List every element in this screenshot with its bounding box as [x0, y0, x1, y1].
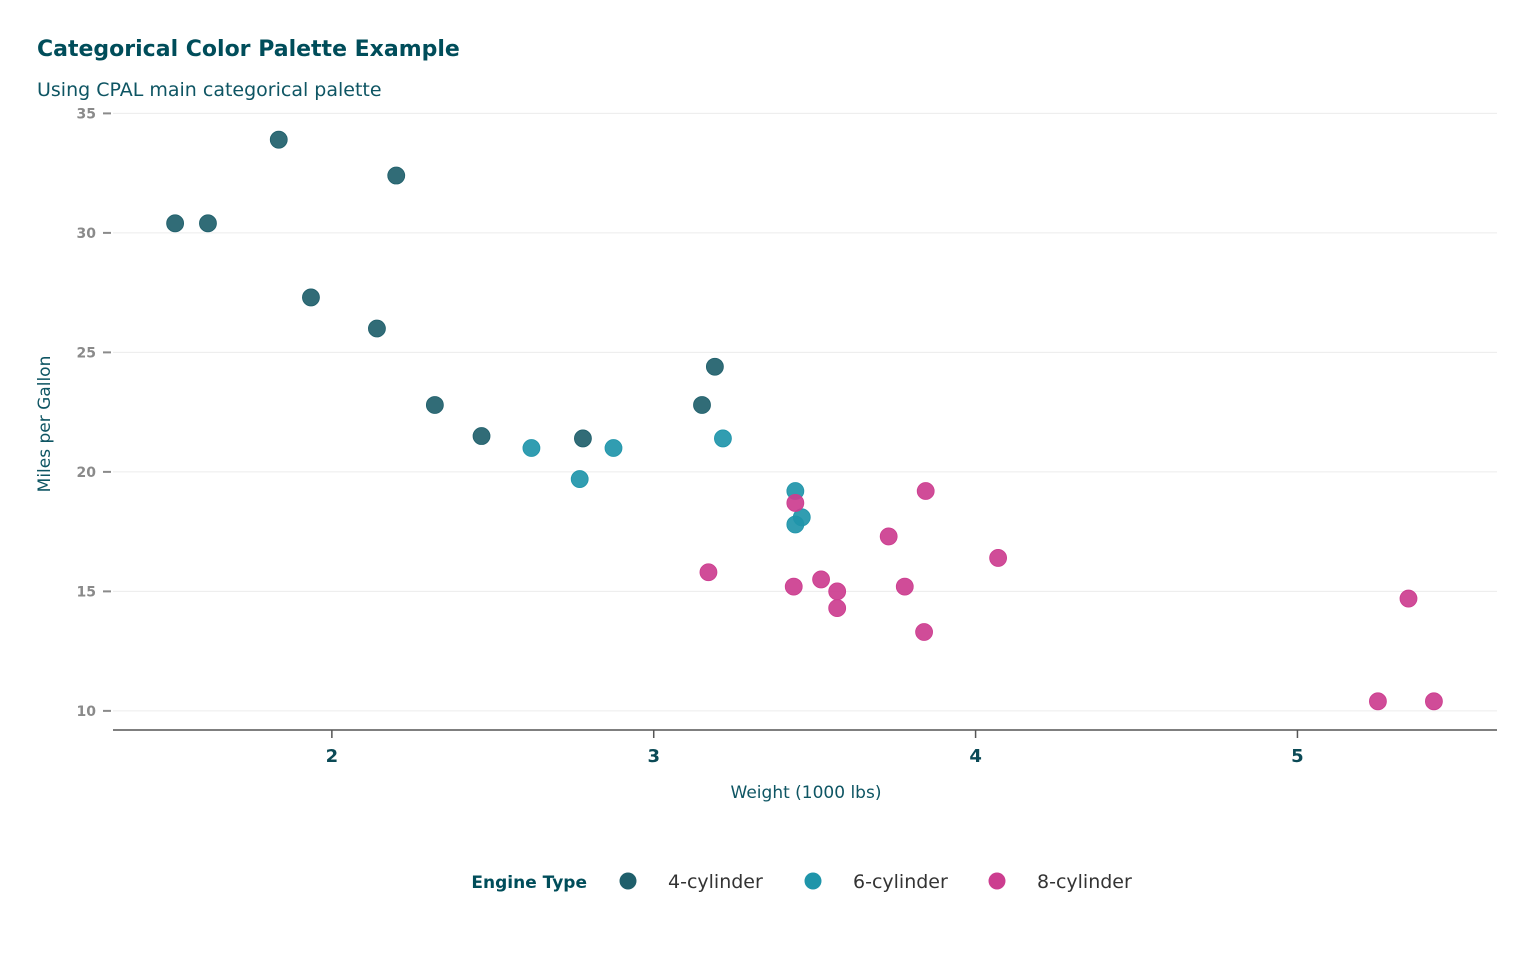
data-point-8-cylinder [828, 599, 847, 618]
legend-marker-8-cylinder [988, 872, 1006, 890]
data-point-8-cylinder [1369, 692, 1387, 711]
legend-marker-4-cylinder [619, 872, 637, 890]
y-tick-label: 10 [77, 704, 97, 720]
legend-label: 4-cylinder [668, 871, 763, 893]
data-point-8-cylinder [786, 494, 805, 512]
x-tick-label: 3 [647, 746, 660, 767]
data-point-4-cylinder [302, 288, 320, 307]
x-tick-label: 5 [1291, 746, 1304, 767]
legend-label: 6-cylinder [853, 871, 948, 893]
data-point-6-cylinder [714, 429, 732, 448]
legend-title: Engine Type [471, 873, 587, 893]
x-tick-label: 2 [326, 746, 339, 767]
y-tick-label: 25 [77, 345, 96, 361]
data-point-8-cylinder [915, 623, 933, 641]
data-point-6-cylinder [786, 515, 805, 534]
x-tick-label: 4 [969, 746, 982, 767]
data-point-8-cylinder [699, 563, 718, 582]
data-point-6-cylinder [604, 439, 623, 457]
data-point-8-cylinder [916, 482, 935, 500]
data-point-8-cylinder [989, 549, 1008, 567]
legend-label: 8-cylinder [1037, 871, 1132, 893]
y-tick-label: 35 [77, 106, 96, 122]
data-point-4-cylinder [705, 357, 724, 376]
data-point-4-cylinder [368, 319, 386, 338]
data-point-6-cylinder [570, 470, 589, 488]
data-point-4-cylinder [472, 427, 491, 445]
y-axis-title: Miles per Gallon [35, 356, 55, 493]
data-point-8-cylinder [895, 577, 914, 596]
data-point-4-cylinder [199, 214, 217, 233]
legend-marker-6-cylinder [804, 872, 822, 890]
data-point-8-cylinder [1425, 692, 1443, 711]
data-point-8-cylinder [1399, 589, 1418, 608]
data-point-8-cylinder [784, 577, 803, 596]
data-point-8-cylinder [812, 570, 830, 589]
data-point-6-cylinder [522, 439, 541, 457]
chart-title: Categorical Color Palette Example [37, 37, 460, 62]
legend: Engine Type 4-cylinder 6-cylinder 8-cylind… [471, 871, 1132, 893]
chart-subtitle: Using CPAL main categorical palette [37, 79, 382, 101]
gridlines [113, 112, 1497, 712]
data-point-4-cylinder [574, 429, 592, 448]
y-tick-label: 30 [77, 226, 97, 242]
data-points [166, 130, 1443, 711]
axes: 10 15 20 25 30 35 2 3 4 5 [77, 106, 1497, 767]
data-point-4-cylinder [425, 396, 444, 414]
x-axis-title: Weight (1000 lbs) [731, 783, 882, 803]
data-point-8-cylinder [828, 582, 847, 601]
data-point-4-cylinder [166, 214, 185, 233]
data-point-8-cylinder [879, 527, 898, 546]
data-point-4-cylinder [693, 396, 711, 414]
y-tick-label: 20 [77, 465, 97, 481]
data-point-4-cylinder [387, 166, 406, 185]
y-tick-label: 15 [77, 584, 96, 600]
data-point-4-cylinder [269, 130, 288, 149]
